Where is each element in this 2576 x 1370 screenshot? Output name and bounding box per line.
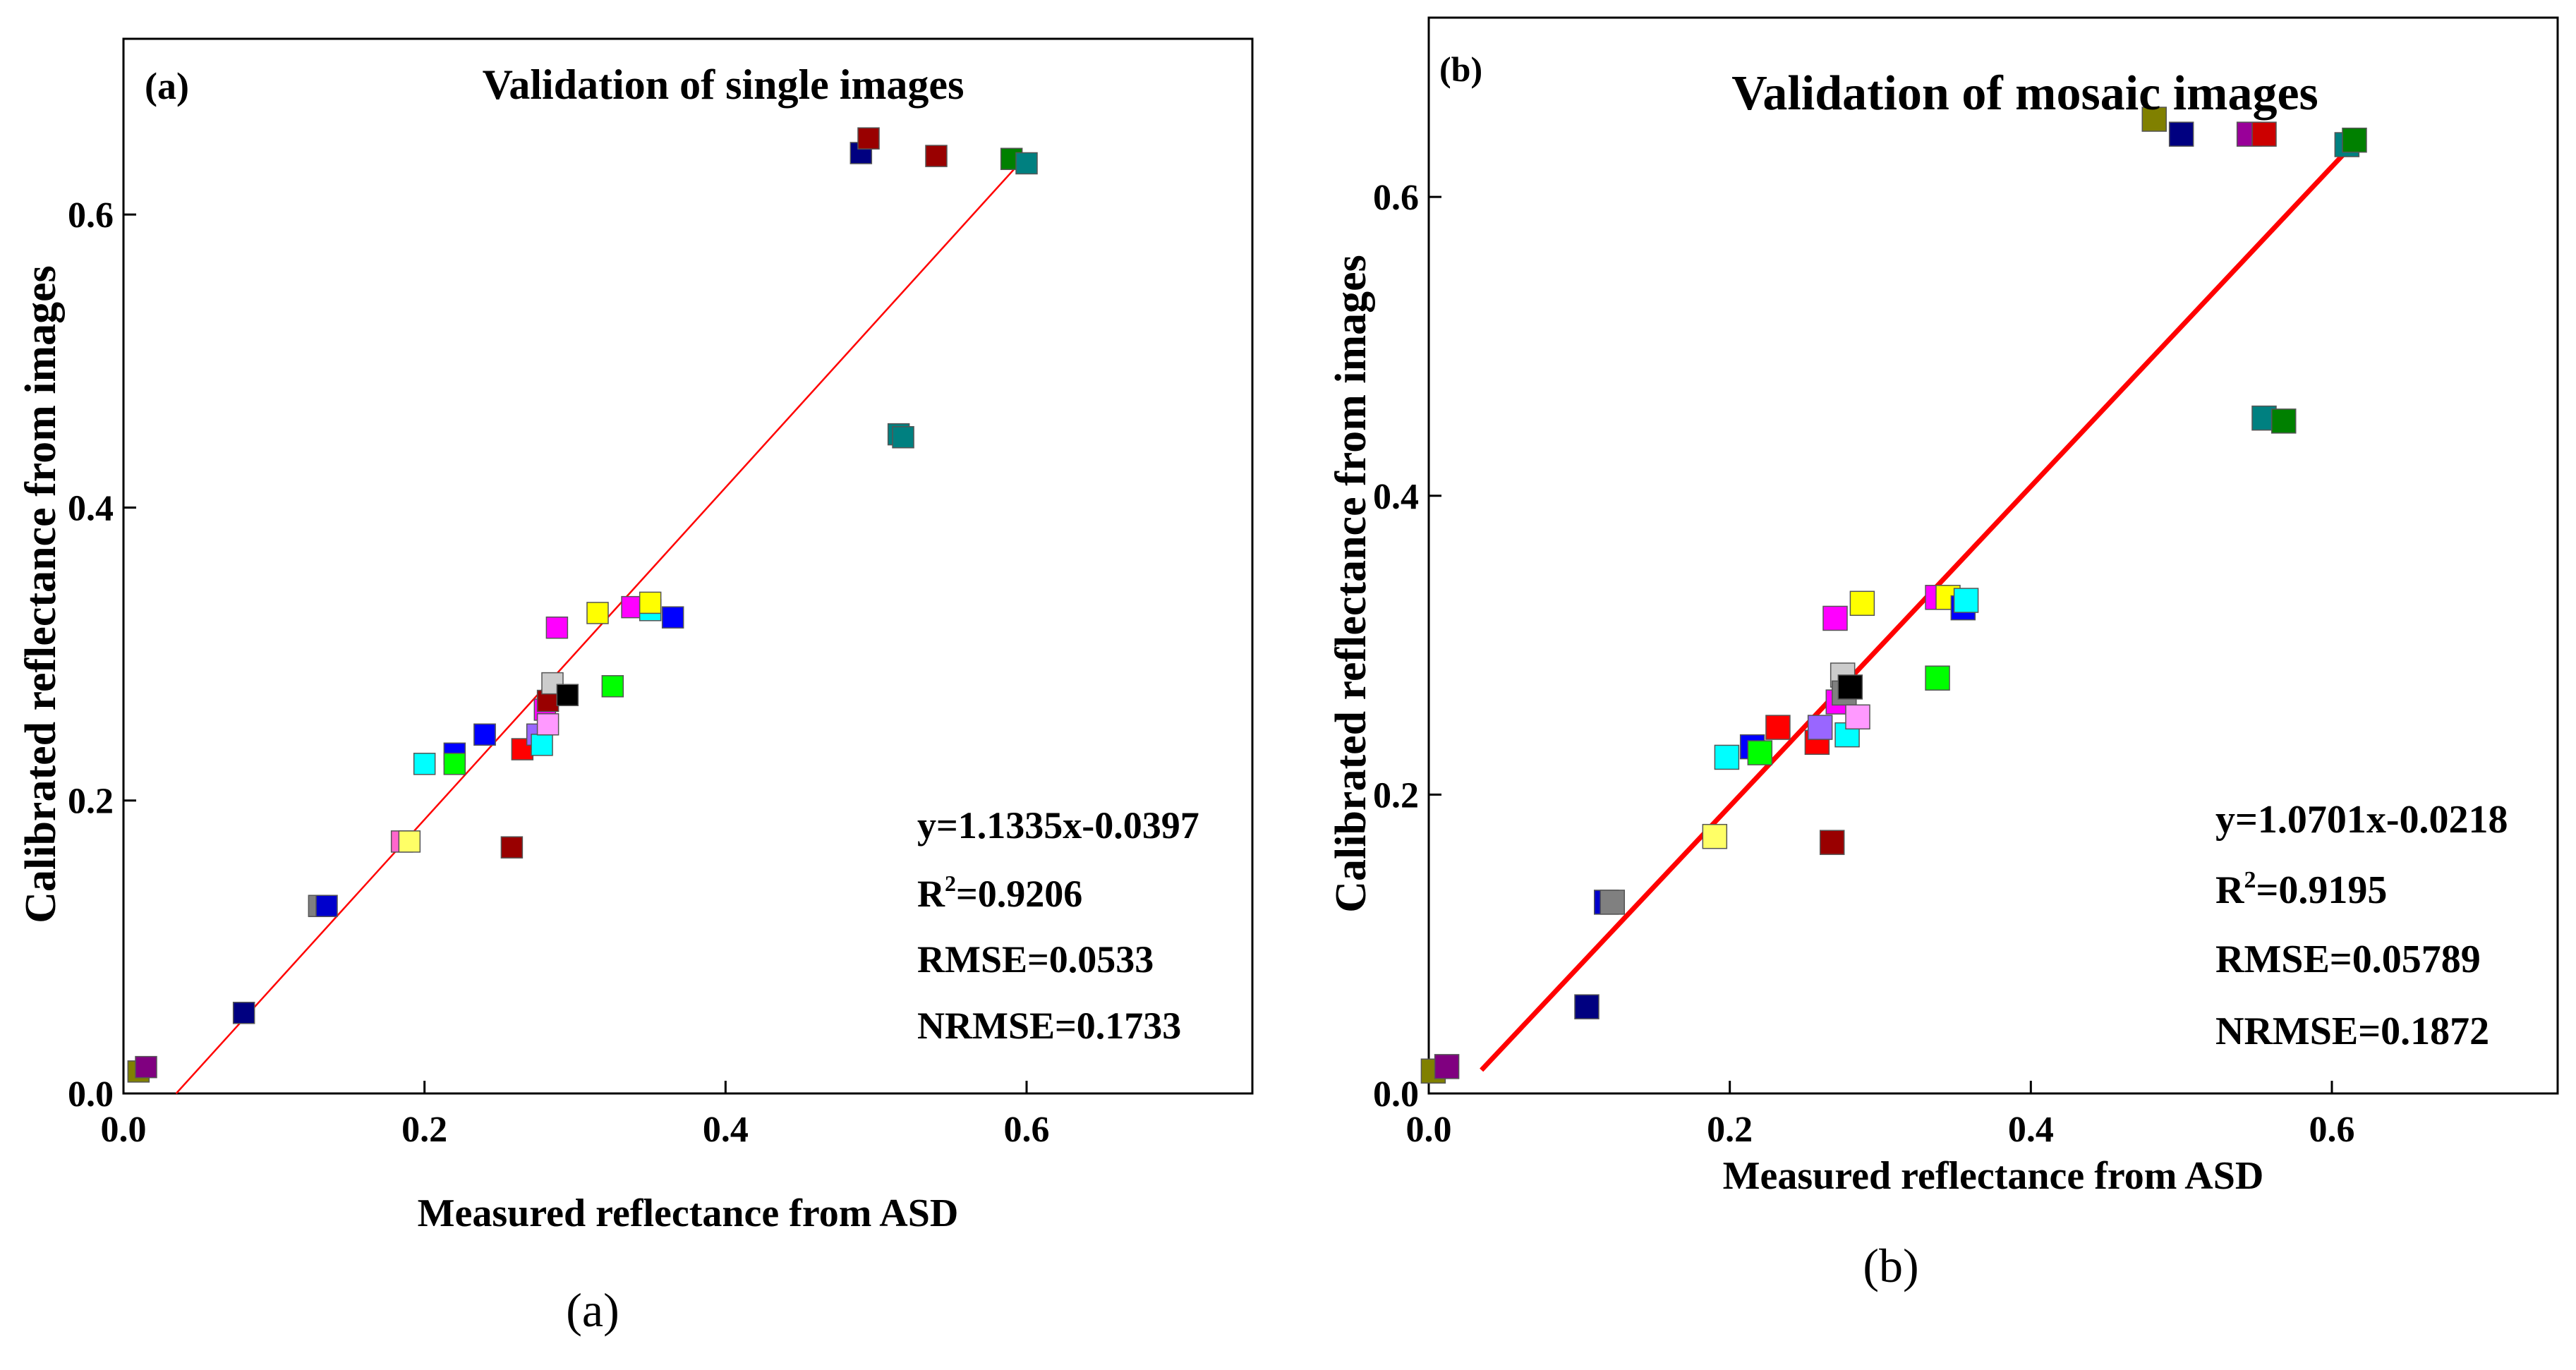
data-point-a-13 xyxy=(511,738,534,760)
panel-label-a: (a) xyxy=(145,65,189,107)
y-tick-label-a-0: 0.0 xyxy=(68,1074,114,1115)
x-tick-label-a-2: 0.4 xyxy=(703,1110,749,1150)
data-point-b-2 xyxy=(1574,994,1600,1019)
stats-line-a-0: y=1.1335x-0.0397 xyxy=(917,804,1199,847)
data-point-b-18 xyxy=(1837,674,1863,700)
y-tick-label-b-2: 0.4 xyxy=(1373,477,1419,517)
x-tick-label-b-0: 0.0 xyxy=(1406,1110,1452,1150)
y-tick-label-b-0: 0.0 xyxy=(1373,1074,1419,1115)
stats-line-a-2: RMSE=0.0533 xyxy=(917,938,1154,981)
data-point-b-31 xyxy=(2270,408,2297,434)
x-tick-label-a-3: 0.6 xyxy=(1004,1110,1050,1150)
data-point-b-27 xyxy=(2168,121,2194,147)
y-tick-label-b-3: 0.6 xyxy=(1373,178,1419,218)
data-point-a-34 xyxy=(1015,152,1038,175)
data-point-b-26 xyxy=(2141,107,2167,132)
stats-line-b-0: y=1.0701x-0.0218 xyxy=(2215,798,2508,842)
data-point-b-20 xyxy=(1849,590,1875,617)
chart-title-a: Validation of single images xyxy=(483,61,965,108)
data-point-b-5 xyxy=(1702,823,1728,849)
data-point-a-1 xyxy=(135,1055,157,1079)
x-axis-label-a: Measured reflectance from ASD xyxy=(418,1192,959,1235)
data-point-a-32 xyxy=(925,145,948,167)
data-point-b-9 xyxy=(1765,715,1791,740)
panel-label-b: (b) xyxy=(1439,49,1482,89)
data-point-a-9 xyxy=(443,753,466,775)
plot-frame-b xyxy=(1427,16,2559,1095)
data-point-a-4 xyxy=(315,895,338,917)
data-point-b-12 xyxy=(1819,830,1845,855)
data-point-a-21 xyxy=(556,684,579,706)
stats-line-a-3: NRMSE=0.1733 xyxy=(917,1005,1181,1047)
data-point-a-7 xyxy=(413,753,436,775)
data-point-a-26 xyxy=(639,591,662,614)
y-tick-label-a-3: 0.6 xyxy=(68,195,114,236)
y-axis-label-a: Calibrated reflectance from images xyxy=(17,265,65,923)
x-tick-label-b-1: 0.2 xyxy=(1707,1110,1753,1150)
data-point-b-29 xyxy=(2251,121,2277,147)
fit-line-a xyxy=(175,154,1027,1094)
data-point-a-27 xyxy=(661,606,684,629)
data-point-a-20 xyxy=(545,616,569,639)
x-tick-label-a-1: 0.2 xyxy=(401,1110,447,1150)
data-point-b-4 xyxy=(1600,890,1626,915)
x-tick-label-a-0: 0.0 xyxy=(101,1110,147,1150)
plot-frame-a xyxy=(122,37,1254,1095)
data-point-a-31 xyxy=(892,426,914,449)
fit-line-b xyxy=(1480,133,2364,1072)
x-axis-label-b: Measured reflectance from ASD xyxy=(1723,1154,2264,1198)
data-point-a-22 xyxy=(586,602,609,624)
data-point-a-23 xyxy=(601,675,624,698)
data-point-a-12 xyxy=(500,836,524,859)
y-tick-label-a-1: 0.2 xyxy=(68,782,114,822)
data-point-b-21 xyxy=(1925,665,1950,691)
stats-line-b-3: NRMSE=0.1872 xyxy=(2215,1010,2489,1053)
data-point-a-2 xyxy=(232,1002,255,1024)
data-point-b-25 xyxy=(1953,588,1979,613)
panel-caption-b: (b) xyxy=(1863,1239,1919,1292)
data-point-b-1 xyxy=(1434,1054,1460,1079)
stats-line-b-1: R2=0.9195 xyxy=(2215,867,2387,912)
data-point-a-11 xyxy=(473,723,496,746)
x-tick-label-b-3: 0.6 xyxy=(2309,1110,2355,1150)
data-point-b-8 xyxy=(1747,740,1773,765)
data-point-b-13 xyxy=(1822,605,1848,631)
chart-title-b: Validation of mosaic images xyxy=(1731,66,2318,121)
y-axis-label-b: Calibrated reflectance from images xyxy=(1327,255,1375,913)
data-point-a-29 xyxy=(857,127,880,150)
y-tick-label-a-2: 0.4 xyxy=(68,488,114,528)
data-point-b-19 xyxy=(1845,704,1870,729)
data-point-a-18 xyxy=(536,713,560,736)
x-tick-label-b-2: 0.4 xyxy=(2008,1110,2054,1150)
y-tick-label-b-1: 0.2 xyxy=(1373,775,1419,816)
data-point-b-11 xyxy=(1807,715,1833,740)
panel-caption-a: (a) xyxy=(566,1283,619,1337)
data-point-a-6 xyxy=(398,830,421,853)
data-point-a-15 xyxy=(531,734,553,756)
stats-line-b-2: RMSE=0.05789 xyxy=(2215,938,2481,981)
data-point-b-33 xyxy=(2342,127,2367,153)
stats-line-a-1: R2=0.9206 xyxy=(917,871,1082,915)
data-point-b-6 xyxy=(1714,744,1740,770)
